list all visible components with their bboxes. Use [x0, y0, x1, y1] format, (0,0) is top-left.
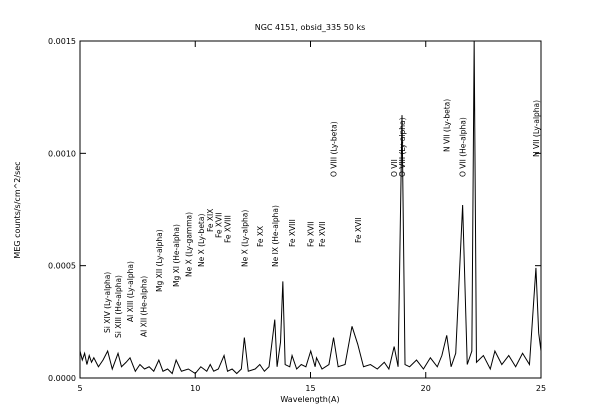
x-tick-label: 20 [421, 384, 431, 393]
line-annotation: Ne IX (He-alpha) [271, 205, 280, 267]
chart-title: NGC 4151, obsid_335 50 ks [255, 23, 366, 32]
line-annotation: O VIII (Ly-alpha) [398, 117, 407, 177]
line-annotation: Fe XVIII [224, 215, 233, 243]
line-annotation: O VIII (Ly-beta) [330, 121, 339, 177]
spectrum-line [79, 40, 542, 375]
line-annotation: Ne X (Ly-beta) [197, 214, 206, 267]
y-tick-label: 0.0015 [48, 37, 76, 46]
line-annotation: Si XIII (He-alpha) [114, 275, 123, 338]
x-tick-label: 5 [77, 384, 82, 393]
y-tick-label: 0.0010 [48, 149, 76, 158]
line-annotation: N VII (Ly-alpha) [532, 100, 541, 157]
y-axis-label: MEG counts/s/cm^2/sec [13, 161, 22, 258]
x-tick-label: 10 [190, 384, 200, 393]
line-annotation: O VII (He-alpha) [459, 117, 468, 177]
line-annotation: N VII (Ly-beta) [443, 99, 452, 152]
y-tick-label: 0.0005 [48, 262, 76, 271]
line-annotation: Ne X (Ly-gamma) [185, 212, 194, 277]
line-annotation: Fe XVII [214, 212, 223, 238]
line-annotation: Fe XVII [307, 221, 316, 247]
line-annotation: Fe XVII [354, 217, 363, 243]
line-annotation: Al XIII (Ly-alpha) [126, 261, 135, 322]
x-tick-label: 15 [305, 384, 315, 393]
line-annotation: Ne X (Ly-alpha) [240, 210, 249, 267]
line-annotation: Fe XVIII [288, 219, 297, 247]
y-tick-label: 0.0000 [48, 374, 76, 383]
line-annotation: O VII [390, 159, 399, 177]
line-annotation: Si XIV (Ly-alpha) [103, 272, 112, 333]
line-annotation: Al XII (He-alpha) [140, 276, 149, 337]
line-annotation: Fe XX [256, 226, 265, 247]
line-annotation: Mg XI (He-alpha) [172, 224, 181, 287]
line-annotation: Mg XII (Ly-alpha) [155, 229, 164, 292]
x-axis-label: Wavelength(A) [280, 395, 339, 404]
line-annotation: Fe XIX [206, 209, 215, 232]
x-tick-label: 25 [536, 384, 546, 393]
line-annotation: Fe XVII [318, 221, 327, 247]
